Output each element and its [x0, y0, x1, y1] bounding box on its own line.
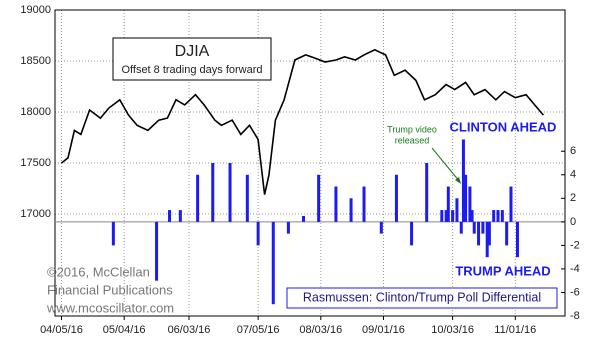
bar: [487, 221, 491, 246]
bar: [410, 221, 414, 246]
bar: [196, 174, 200, 222]
bar: [362, 186, 366, 222]
y-tick-label: 18000: [20, 106, 51, 118]
annotation-arrow: [431, 147, 461, 183]
bar: [256, 221, 260, 246]
y2-tick-label: -2: [570, 239, 580, 251]
legend-label: Rasmussen: Clinton/Trump Poll Differenti…: [303, 290, 541, 304]
y-tick-label: 19000: [20, 4, 51, 16]
legend-box: [286, 287, 558, 309]
subtitle: Offset 8 trading days forward: [121, 64, 262, 76]
bar: [470, 210, 474, 222]
bar: [464, 174, 468, 222]
bar: [211, 163, 215, 222]
annotation: CLINTON AHEAD: [450, 119, 557, 134]
bar: [472, 221, 476, 234]
bar: [271, 221, 275, 305]
x-tick-label: 11/01/16: [494, 324, 536, 336]
bar: [302, 215, 306, 222]
y2-tick-label: -8: [570, 310, 580, 322]
annotation: TRUMP AHEAD: [455, 263, 550, 278]
bar: [492, 210, 496, 222]
title: DJIA: [175, 43, 210, 60]
bar: [155, 221, 159, 281]
bar: [451, 210, 455, 222]
bar: [379, 221, 383, 234]
bar: [440, 210, 444, 222]
copyright: Financial Publications: [47, 282, 173, 297]
y2-tick-label: -6: [570, 286, 580, 298]
bar: [468, 186, 472, 222]
x-tick-label: 04/05/16: [40, 324, 83, 336]
bar: [459, 221, 463, 234]
bar: [334, 186, 338, 222]
bar: [515, 221, 519, 258]
bar: [228, 163, 232, 222]
x-tick-label: 06/03/16: [168, 324, 211, 336]
bar: [349, 198, 353, 222]
bar: [455, 198, 459, 222]
bar: [444, 210, 448, 222]
line: [61, 48, 545, 195]
y-tick-label: 18500: [20, 55, 51, 67]
bar: [317, 174, 321, 222]
y2-tick-label: 4: [570, 169, 576, 181]
bar: [245, 174, 249, 222]
title-box: [112, 37, 272, 81]
bar: [500, 210, 504, 222]
bar: [111, 221, 115, 246]
bar: [425, 163, 429, 222]
annotation: Trump video: [387, 124, 437, 134]
y2-tick-label: 2: [570, 192, 576, 204]
copyright: www.mcoscillator.com: [46, 300, 174, 315]
plot-frame: [54, 9, 566, 317]
y2-tick-label: 6: [570, 145, 576, 157]
bar: [505, 221, 509, 246]
x-tick-label: 05/04/16: [103, 324, 146, 336]
bar: [168, 210, 172, 222]
y2-tick-label: 0: [570, 216, 576, 228]
x-tick-label: 09/01/16: [362, 324, 405, 336]
y-tick-label: 17000: [20, 208, 51, 220]
y-tick-label: 17500: [20, 157, 51, 169]
bar: [509, 186, 513, 222]
bar: [394, 174, 398, 222]
x-tick-label: 08/03/16: [299, 324, 342, 336]
bar: [178, 210, 182, 222]
bar: [461, 139, 465, 222]
bar: [477, 221, 481, 246]
bar: [496, 210, 500, 222]
annotation: released: [395, 135, 430, 145]
arrow-head: [455, 177, 461, 184]
bar: [485, 221, 489, 258]
y2-tick-label: -4: [570, 263, 580, 275]
x-tick-label: 07/05/16: [237, 324, 280, 336]
x-tick-label: 10/03/16: [431, 324, 474, 336]
bar: [481, 221, 485, 234]
bar: [286, 221, 290, 234]
copyright: ©2016, McClellan: [47, 264, 150, 279]
bar: [446, 186, 450, 222]
